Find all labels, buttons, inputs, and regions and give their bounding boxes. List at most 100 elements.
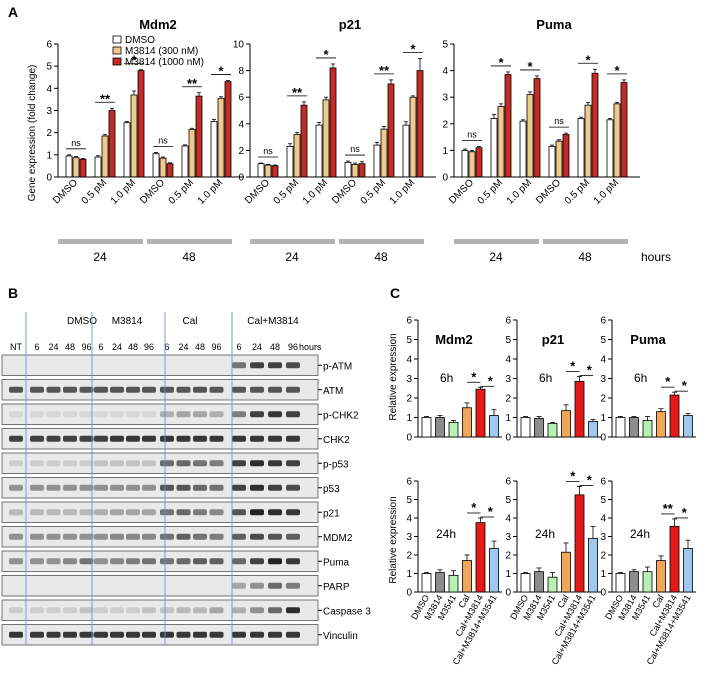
- blot-band: [160, 386, 174, 393]
- blot-band: [193, 558, 207, 565]
- time-bar: [543, 239, 628, 244]
- bar: [448, 421, 459, 438]
- blot-band: [126, 484, 140, 491]
- group-label: DMSO: [67, 316, 97, 327]
- lane-time-label: 24: [48, 342, 58, 352]
- y-tick-label: 8: [238, 66, 244, 77]
- blot-band: [176, 558, 191, 565]
- blot-band: [193, 484, 207, 491]
- blot-band: [176, 386, 191, 393]
- bar: [210, 121, 218, 178]
- blot-band: [268, 411, 282, 418]
- bar: [130, 94, 138, 178]
- blot-band: [268, 362, 282, 369]
- bar: [101, 135, 109, 178]
- blot-band: [232, 460, 246, 467]
- time-bar: [250, 239, 335, 244]
- lane-time-label: 96: [288, 342, 298, 352]
- y-tick-label: 3: [406, 374, 412, 385]
- y-tick-label: 5: [442, 40, 448, 51]
- blot-band: [250, 607, 264, 614]
- bar: [547, 576, 558, 593]
- x-tick-label: 0.5 pM: [563, 177, 592, 206]
- blot-band: [286, 607, 300, 614]
- bar: [137, 70, 145, 178]
- chart-c-title: p21: [542, 332, 564, 347]
- protein-label: Caspase 3: [323, 606, 371, 617]
- bar: [606, 119, 614, 178]
- y-tick-label: 2: [600, 394, 606, 405]
- y-tick-label: 3: [442, 93, 448, 104]
- blot-band: [126, 386, 140, 393]
- bar: [448, 574, 459, 593]
- blot-band: [126, 631, 140, 638]
- sig-label: *: [488, 504, 494, 519]
- blot-band: [110, 558, 124, 565]
- bar: [584, 104, 592, 178]
- blot-band: [63, 435, 77, 442]
- blot-band: [193, 411, 207, 418]
- blot-band: [30, 533, 44, 540]
- blot-band: [160, 607, 174, 614]
- protein-label: p-p53: [323, 459, 349, 470]
- blot-band: [110, 533, 124, 540]
- y-tick-label: 3: [46, 106, 52, 117]
- blot-band: [209, 484, 224, 491]
- blot-band: [9, 411, 23, 418]
- blot-band: [209, 607, 224, 614]
- time-label: 6h: [539, 371, 552, 385]
- blot-band: [209, 558, 224, 565]
- blot-band: [268, 484, 282, 491]
- bar: [534, 571, 544, 593]
- blot-band: [286, 411, 300, 418]
- blot-band: [142, 509, 156, 516]
- y-tick-label: 4: [406, 514, 412, 525]
- blot-band: [30, 435, 44, 442]
- protein-label: p53: [323, 484, 340, 495]
- group-label: Cal: [182, 316, 197, 327]
- blot-band: [9, 509, 23, 516]
- blot-band: [142, 411, 156, 418]
- bar: [588, 420, 598, 438]
- blot-band: [126, 607, 140, 614]
- time-bar: [147, 239, 232, 244]
- y-tick-label: 5: [406, 495, 412, 506]
- bar: [588, 537, 598, 593]
- blot-band: [30, 484, 44, 491]
- bar: [315, 124, 323, 178]
- bar: [615, 417, 626, 438]
- protein-label: PARP: [323, 582, 350, 593]
- x-tick-label: 1.0 pM: [301, 177, 330, 206]
- y-tick-label: 5: [600, 335, 606, 346]
- lane-time-label: 96: [144, 342, 154, 352]
- blot-band: [232, 582, 246, 589]
- sig-label: *: [585, 52, 591, 67]
- time-label: 6h: [634, 371, 647, 385]
- y-tick-label: 0: [46, 173, 52, 184]
- bar: [188, 128, 196, 178]
- blot-band: [209, 533, 224, 540]
- sig-label: ns: [554, 116, 564, 126]
- y-tick-label: 6: [406, 477, 412, 488]
- bar: [435, 572, 445, 593]
- y-tick-label: 0: [406, 588, 412, 599]
- y-tick-label: 4: [505, 514, 511, 525]
- blot-band: [63, 411, 77, 418]
- blot-band: [94, 386, 108, 393]
- y-tick-label: 0: [442, 173, 448, 184]
- protein-label: MDM2: [323, 533, 353, 544]
- bar: [574, 494, 585, 593]
- bar: [591, 72, 599, 178]
- y-tick-label: 0: [600, 588, 606, 599]
- time-bar: [339, 239, 424, 244]
- blot-band: [46, 631, 61, 638]
- protein-label: ATM: [323, 386, 343, 397]
- bar: [421, 573, 432, 593]
- blot-band: [142, 435, 156, 442]
- blot-band: [46, 386, 61, 393]
- lane-time-label: 48: [65, 342, 75, 352]
- blot-band: [232, 509, 246, 516]
- blot-band: [79, 484, 94, 491]
- blot-band: [79, 558, 94, 565]
